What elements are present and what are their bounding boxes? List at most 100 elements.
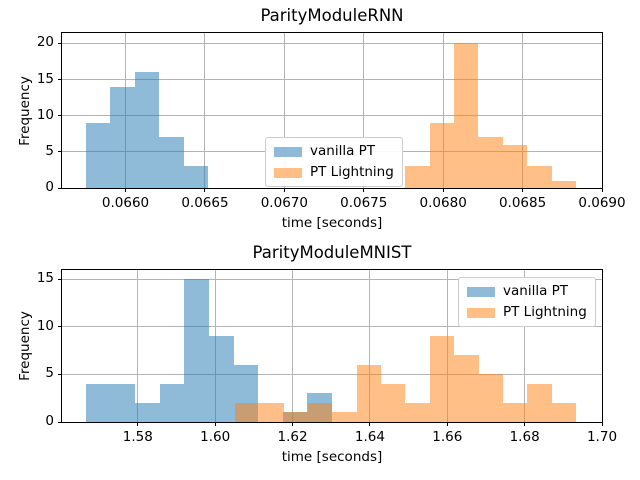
x-tick-label: 1.58 [122,429,153,445]
x-tick-mark [214,422,216,426]
histogram-bar [159,383,185,422]
histogram-bar [283,412,308,422]
grid-line-horizontal [62,326,602,328]
y-tick-mark [58,187,62,189]
legend-entry: PT Lightning [467,303,587,322]
legend-entry: PT Lightning [274,163,394,182]
histogram-bar [453,43,479,188]
x-tick-mark [522,188,524,192]
y-tick-mark [58,278,62,280]
histogram-bar [183,166,209,188]
x-tick-label: 0.0660 [101,195,150,211]
legend-label: PT Lightning [503,304,587,320]
x-tick-label: 0.0690 [578,195,626,211]
grid-line-vertical [442,33,444,188]
x-tick-label: 1.66 [432,429,463,445]
histogram-bar [381,383,406,422]
legend-entry: vanilla PT [274,142,394,161]
histogram-bar [332,412,357,422]
x-tick-mark [442,188,444,192]
histogram-bar [308,402,333,422]
y-tick-label: 10 [36,317,54,334]
grid-line-vertical [601,270,603,422]
grid-line-horizontal [62,373,602,375]
subplot-parity-module-rnn: 0.0660 0.0665 0.0670 0.0675 0.0680 0.0685 0.06… [17,6,626,231]
grid-line-horizontal [62,79,602,81]
histogram-bar [502,402,528,422]
histogram-bar [527,166,552,188]
legend-color-patch [467,286,495,297]
legend-color-patch [467,307,495,318]
grid-line-horizontal [62,115,602,117]
x-tick-mark [125,188,127,192]
legend: vanilla PT PT Lightning [458,277,596,327]
histogram-bar [551,180,577,188]
grid-line-vertical [204,33,206,188]
legend-label: vanilla PT [310,143,376,159]
histogram-bar [135,402,160,422]
x-tick-label: 0.0680 [419,195,467,211]
grid-line-horizontal [62,278,602,280]
y-tick-mark [58,79,62,81]
histogram-bar [85,122,111,188]
x-axis-label: time [seconds] [281,449,383,465]
grid-line-vertical [283,33,285,188]
grid-line-vertical [369,270,371,422]
histogram-bar [478,374,503,422]
legend-entry: vanilla PT [467,282,587,301]
grid-line-vertical [137,270,139,422]
histogram-bar [429,336,455,422]
chart-title: ParityModuleMNIST [252,243,412,262]
x-axis-label: time [seconds] [281,215,383,231]
y-axis-label: Frequency [17,75,33,146]
x-tick-mark [524,422,526,426]
y-tick-label: 10 [36,106,54,123]
histogram-bar [478,137,503,188]
histogram-bar [551,402,577,422]
legend-color-patch [274,146,302,157]
histogram-bar [184,279,209,422]
x-tick-label: 1.60 [200,429,231,445]
histogram-bar [208,336,234,422]
y-tick-label: 5 [45,365,54,382]
y-tick-label: 0 [45,179,54,195]
x-tick-mark [137,422,139,426]
x-tick-mark [446,422,448,426]
histogram-bar [85,383,111,422]
x-tick-label: 0.0685 [498,195,547,211]
histogram-bar [159,137,184,188]
y-tick-mark [58,151,62,153]
legend-label: vanilla PT [503,283,569,299]
x-tick-label: 0.0675 [340,195,388,211]
x-tick-mark [601,422,603,426]
y-tick-mark [58,115,62,117]
y-tick-label: 15 [36,270,54,287]
histogram-bar [527,383,552,422]
grid-line-vertical [522,33,524,188]
histogram-bar [356,364,382,422]
x-tick-mark [204,188,206,192]
x-tick-label: 0.0670 [260,195,308,211]
histogram-bar [454,355,479,422]
x-tick-mark [363,188,365,192]
y-tick-label: 20 [36,34,54,51]
grid-line-vertical [363,33,365,188]
y-tick-mark [58,42,62,44]
y-tick-mark [58,326,62,328]
histogram-bar [405,166,430,188]
x-tick-mark [283,188,285,192]
chart-title: ParityModuleRNN [260,6,404,25]
x-tick-label: 1.62 [277,429,308,445]
histogram-bar [502,144,528,188]
x-tick-label: 1.68 [509,429,540,445]
grid-line-vertical [524,270,526,422]
histogram-bar [134,72,160,188]
x-tick-mark [601,188,603,192]
grid-line-vertical [601,33,603,188]
legend: vanilla PT PT Lightning [265,137,403,187]
histogram-bar [259,402,284,422]
histogram-bar [234,402,260,422]
legend-label: PT Lightning [310,164,394,180]
legend-color-patch [274,167,302,178]
